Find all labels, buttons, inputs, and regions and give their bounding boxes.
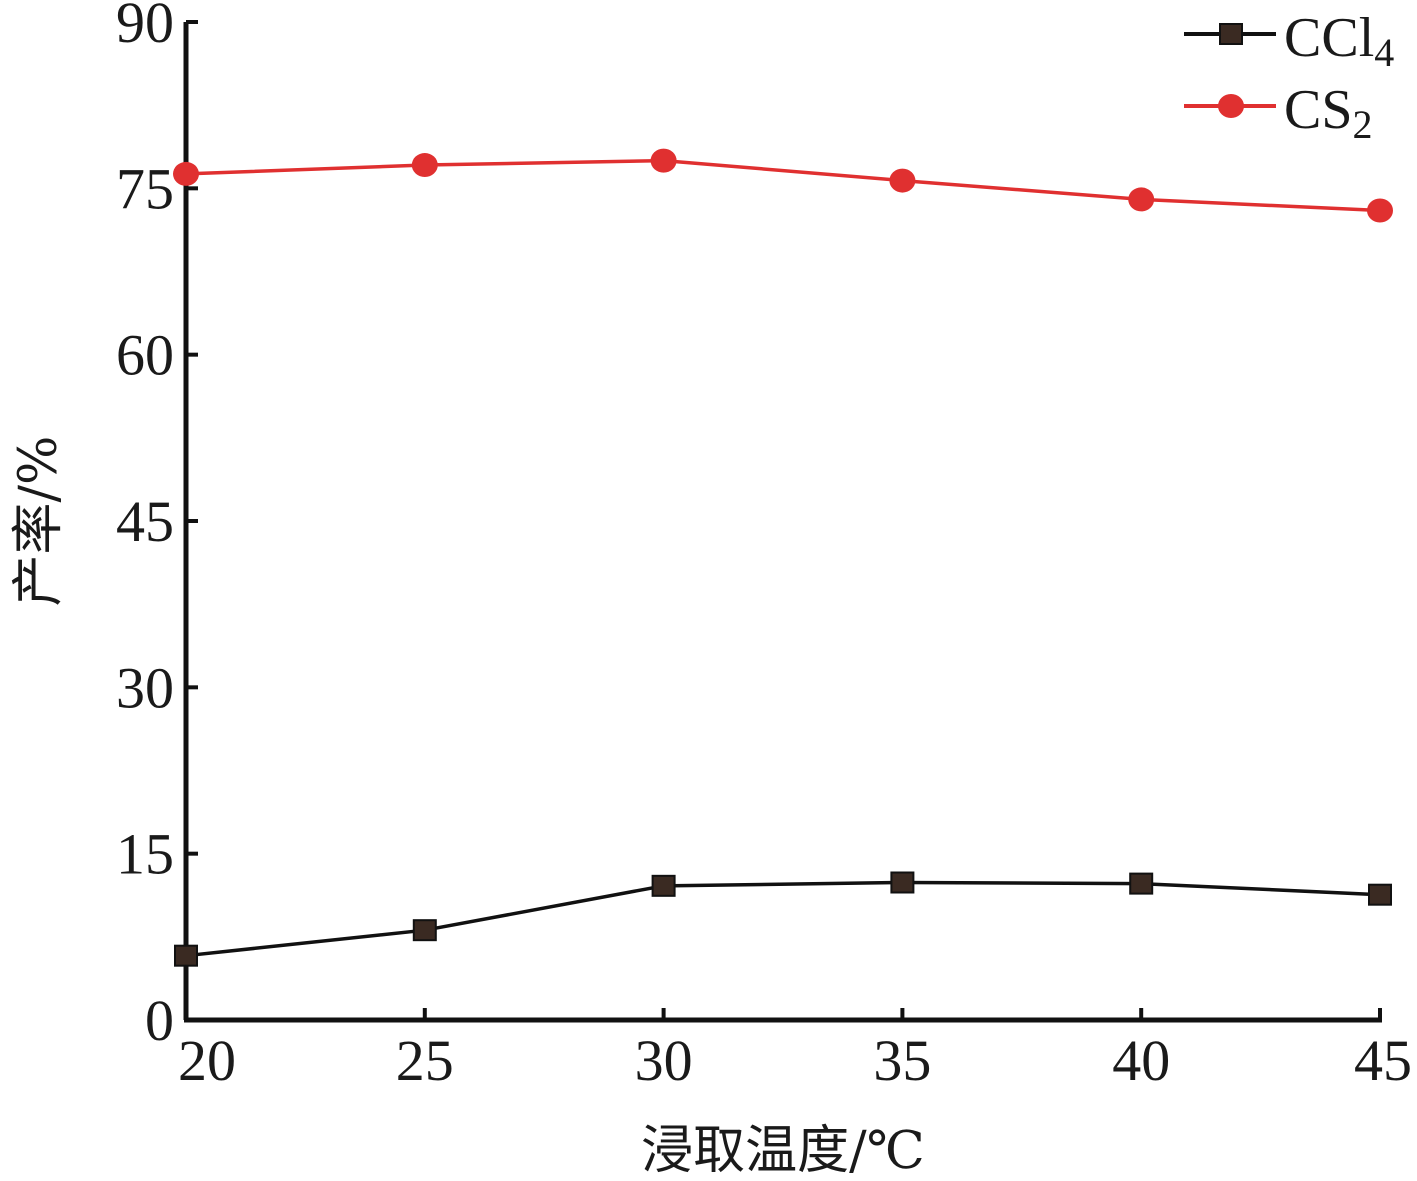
series-line bbox=[185, 880, 1381, 958]
x-axis-title: 浸取温度/℃ bbox=[641, 1121, 925, 1181]
x-axis-ticks: 20 25 30 35 40 45 bbox=[178, 1008, 1412, 1093]
data-point bbox=[1368, 883, 1392, 906]
x-tick-label: 40 bbox=[1112, 1028, 1170, 1093]
legend-item: CS2 bbox=[1184, 79, 1373, 147]
x-tick-label: 20 bbox=[178, 1028, 236, 1093]
data-point bbox=[651, 874, 676, 897]
y-tick-label: 15 bbox=[116, 822, 174, 887]
y-tick-label: 0 bbox=[145, 988, 174, 1053]
data-point bbox=[411, 153, 438, 178]
y-tick-label: 75 bbox=[116, 156, 174, 221]
x-tick-label: 30 bbox=[635, 1028, 693, 1093]
x-tick-label: 25 bbox=[396, 1028, 454, 1093]
series-CCl4 bbox=[174, 871, 1392, 967]
x-tick-label: 45 bbox=[1354, 1028, 1412, 1093]
series-line bbox=[185, 158, 1381, 213]
data-point bbox=[889, 168, 916, 193]
y-tick-label: 45 bbox=[116, 489, 174, 554]
y-tick-label: 90 bbox=[116, 0, 174, 55]
series-CS2 bbox=[173, 148, 1393, 223]
y-tick-label: 60 bbox=[116, 323, 174, 388]
legend-label: CS2 bbox=[1284, 79, 1373, 147]
data-point bbox=[174, 944, 198, 967]
legend-marker bbox=[1219, 23, 1243, 45]
data-point bbox=[412, 919, 437, 942]
legend-item: CCl4 bbox=[1184, 7, 1394, 75]
data-point bbox=[650, 148, 677, 173]
y-axis-ticks: 0 15 30 45 60 75 90 bbox=[116, 0, 198, 1053]
data-point bbox=[173, 161, 199, 186]
data-point bbox=[1128, 187, 1155, 212]
y-tick-label: 30 bbox=[116, 655, 174, 720]
y-axis-title: 产率/% bbox=[9, 436, 69, 607]
legend-label: CCl4 bbox=[1284, 7, 1394, 75]
data-point bbox=[890, 871, 915, 894]
data-point bbox=[1129, 872, 1154, 895]
data-point bbox=[1367, 198, 1393, 223]
x-tick-label: 35 bbox=[873, 1028, 931, 1093]
legend-marker bbox=[1218, 94, 1244, 118]
series-layer bbox=[173, 148, 1393, 967]
